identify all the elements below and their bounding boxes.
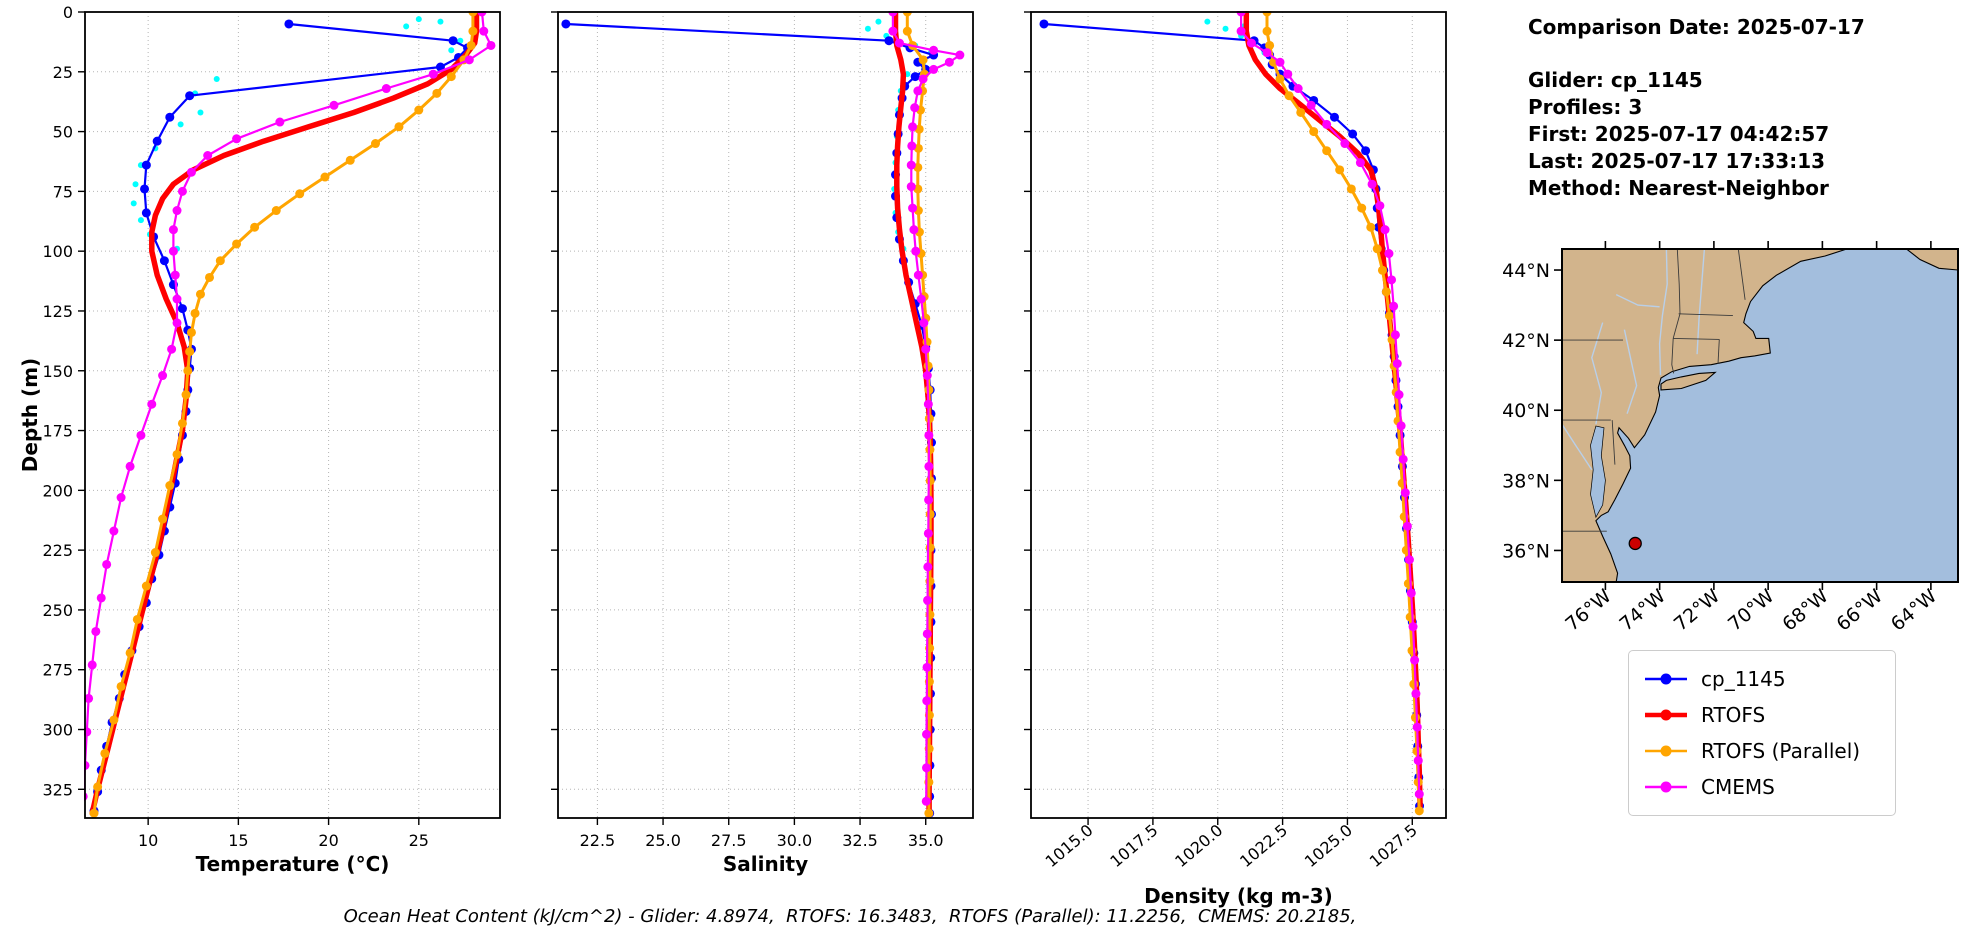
svg-text:25: 25: [53, 63, 73, 82]
svg-text:27.5: 27.5: [711, 831, 747, 850]
svg-text:0: 0: [63, 3, 73, 22]
svg-text:70°W: 70°W: [1724, 585, 1778, 636]
svg-text:1015.0: 1015.0: [1042, 821, 1097, 872]
legend-item: RTOFS (Parallel): [1643, 733, 1881, 769]
svg-text:74°W: 74°W: [1615, 585, 1669, 636]
svg-text:30.0: 30.0: [777, 831, 813, 850]
svg-text:275: 275: [42, 661, 73, 680]
legend-label: RTOFS: [1701, 703, 1766, 727]
svg-text:50: 50: [53, 123, 73, 142]
salinity-axis-label: Salinity: [722, 852, 809, 876]
svg-text:325: 325: [42, 780, 73, 799]
legend-item: CMEMS: [1643, 769, 1881, 805]
svg-text:72°W: 72°W: [1670, 585, 1724, 636]
comparison-date-text: Comparison Date: 2025-07-17: [1528, 15, 1865, 39]
legend-label: cp_1145: [1701, 667, 1786, 691]
svg-text:15: 15: [228, 831, 248, 850]
svg-text:68°W: 68°W: [1778, 585, 1832, 636]
temperature-plot: 10 15 20 2502550751001251501752002252502753…: [42, 3, 501, 850]
profiles-text: Profiles: 3: [1528, 95, 1643, 119]
svg-text:300: 300: [42, 721, 73, 740]
legend-item: RTOFS: [1643, 697, 1881, 733]
svg-text:10: 10: [138, 831, 158, 850]
method-text: Method: Nearest-Neighbor: [1528, 176, 1829, 200]
svg-text:66°W: 66°W: [1832, 585, 1886, 636]
svg-text:40°N: 40°N: [1502, 400, 1550, 422]
svg-text:1025.0: 1025.0: [1301, 821, 1356, 872]
legend-line-marker-icon: [1645, 745, 1687, 757]
svg-text:225: 225: [42, 541, 73, 560]
svg-text:75: 75: [53, 182, 73, 201]
svg-text:1020.0: 1020.0: [1171, 821, 1226, 872]
first-profile-text: First: 2025-07-17 04:42:57: [1528, 122, 1830, 146]
svg-text:76°W: 76°W: [1561, 585, 1615, 636]
svg-text:42°N: 42°N: [1502, 330, 1550, 352]
svg-text:200: 200: [42, 481, 73, 500]
svg-text:20: 20: [318, 831, 338, 850]
svg-text:1017.5: 1017.5: [1106, 821, 1161, 872]
depth-axis-label: Depth (m): [18, 357, 42, 473]
svg-text:1027.5: 1027.5: [1366, 821, 1421, 872]
legend-line-marker-icon: [1645, 709, 1687, 721]
legend: cp_1145 RTOFS RTOFS (Parallel) CMEMS: [1628, 650, 1896, 816]
svg-text:1022.5: 1022.5: [1236, 821, 1291, 872]
density-plot: 1015.0 1017.5 1020.0 1022.5 1025.0 1027.5: [1024, 11, 1447, 871]
svg-text:64°W: 64°W: [1887, 585, 1941, 636]
legend-label: CMEMS: [1701, 775, 1775, 799]
density-axis-label: Density (kg m-3): [1144, 884, 1333, 908]
location-map: 44°N 42°N 40°N 38°N 36°N 76°W 74°W 72°W 70°W 68°W…: [1502, 241, 1959, 636]
svg-text:175: 175: [42, 422, 73, 441]
svg-text:38°N: 38°N: [1502, 470, 1550, 492]
svg-text:25.0: 25.0: [645, 831, 681, 850]
svg-text:150: 150: [42, 362, 73, 381]
info-spacer: [1528, 41, 1978, 67]
glider-text: Glider: cp_1145: [1528, 68, 1703, 92]
svg-text:100: 100: [42, 242, 73, 261]
svg-text:22.5: 22.5: [580, 831, 616, 850]
salinity-plot: 22.5 25.0 27.5 30.0 32.5 35.0: [551, 11, 974, 850]
legend-label: RTOFS (Parallel): [1701, 739, 1861, 763]
legend-item: cp_1145: [1643, 661, 1881, 697]
svg-text:125: 125: [42, 302, 73, 321]
legend-line-marker-icon: [1645, 781, 1687, 793]
legend-line-marker-icon: [1645, 673, 1687, 685]
ocean-heat-content-caption: Ocean Heat Content (kJ/cm^2) - Glider: 4…: [343, 906, 1357, 927]
svg-text:36°N: 36°N: [1502, 540, 1550, 562]
svg-text:25: 25: [409, 831, 429, 850]
info-panel: Comparison Date: 2025-07-17 Glider: cp_1…: [1528, 14, 1978, 202]
svg-text:35.0: 35.0: [908, 831, 944, 850]
temperature-axis-label: Temperature (°C): [195, 852, 390, 876]
svg-text:32.5: 32.5: [842, 831, 878, 850]
last-profile-text: Last: 2025-07-17 17:33:13: [1528, 149, 1826, 173]
svg-text:44°N: 44°N: [1502, 260, 1550, 282]
svg-text:250: 250: [42, 601, 73, 620]
